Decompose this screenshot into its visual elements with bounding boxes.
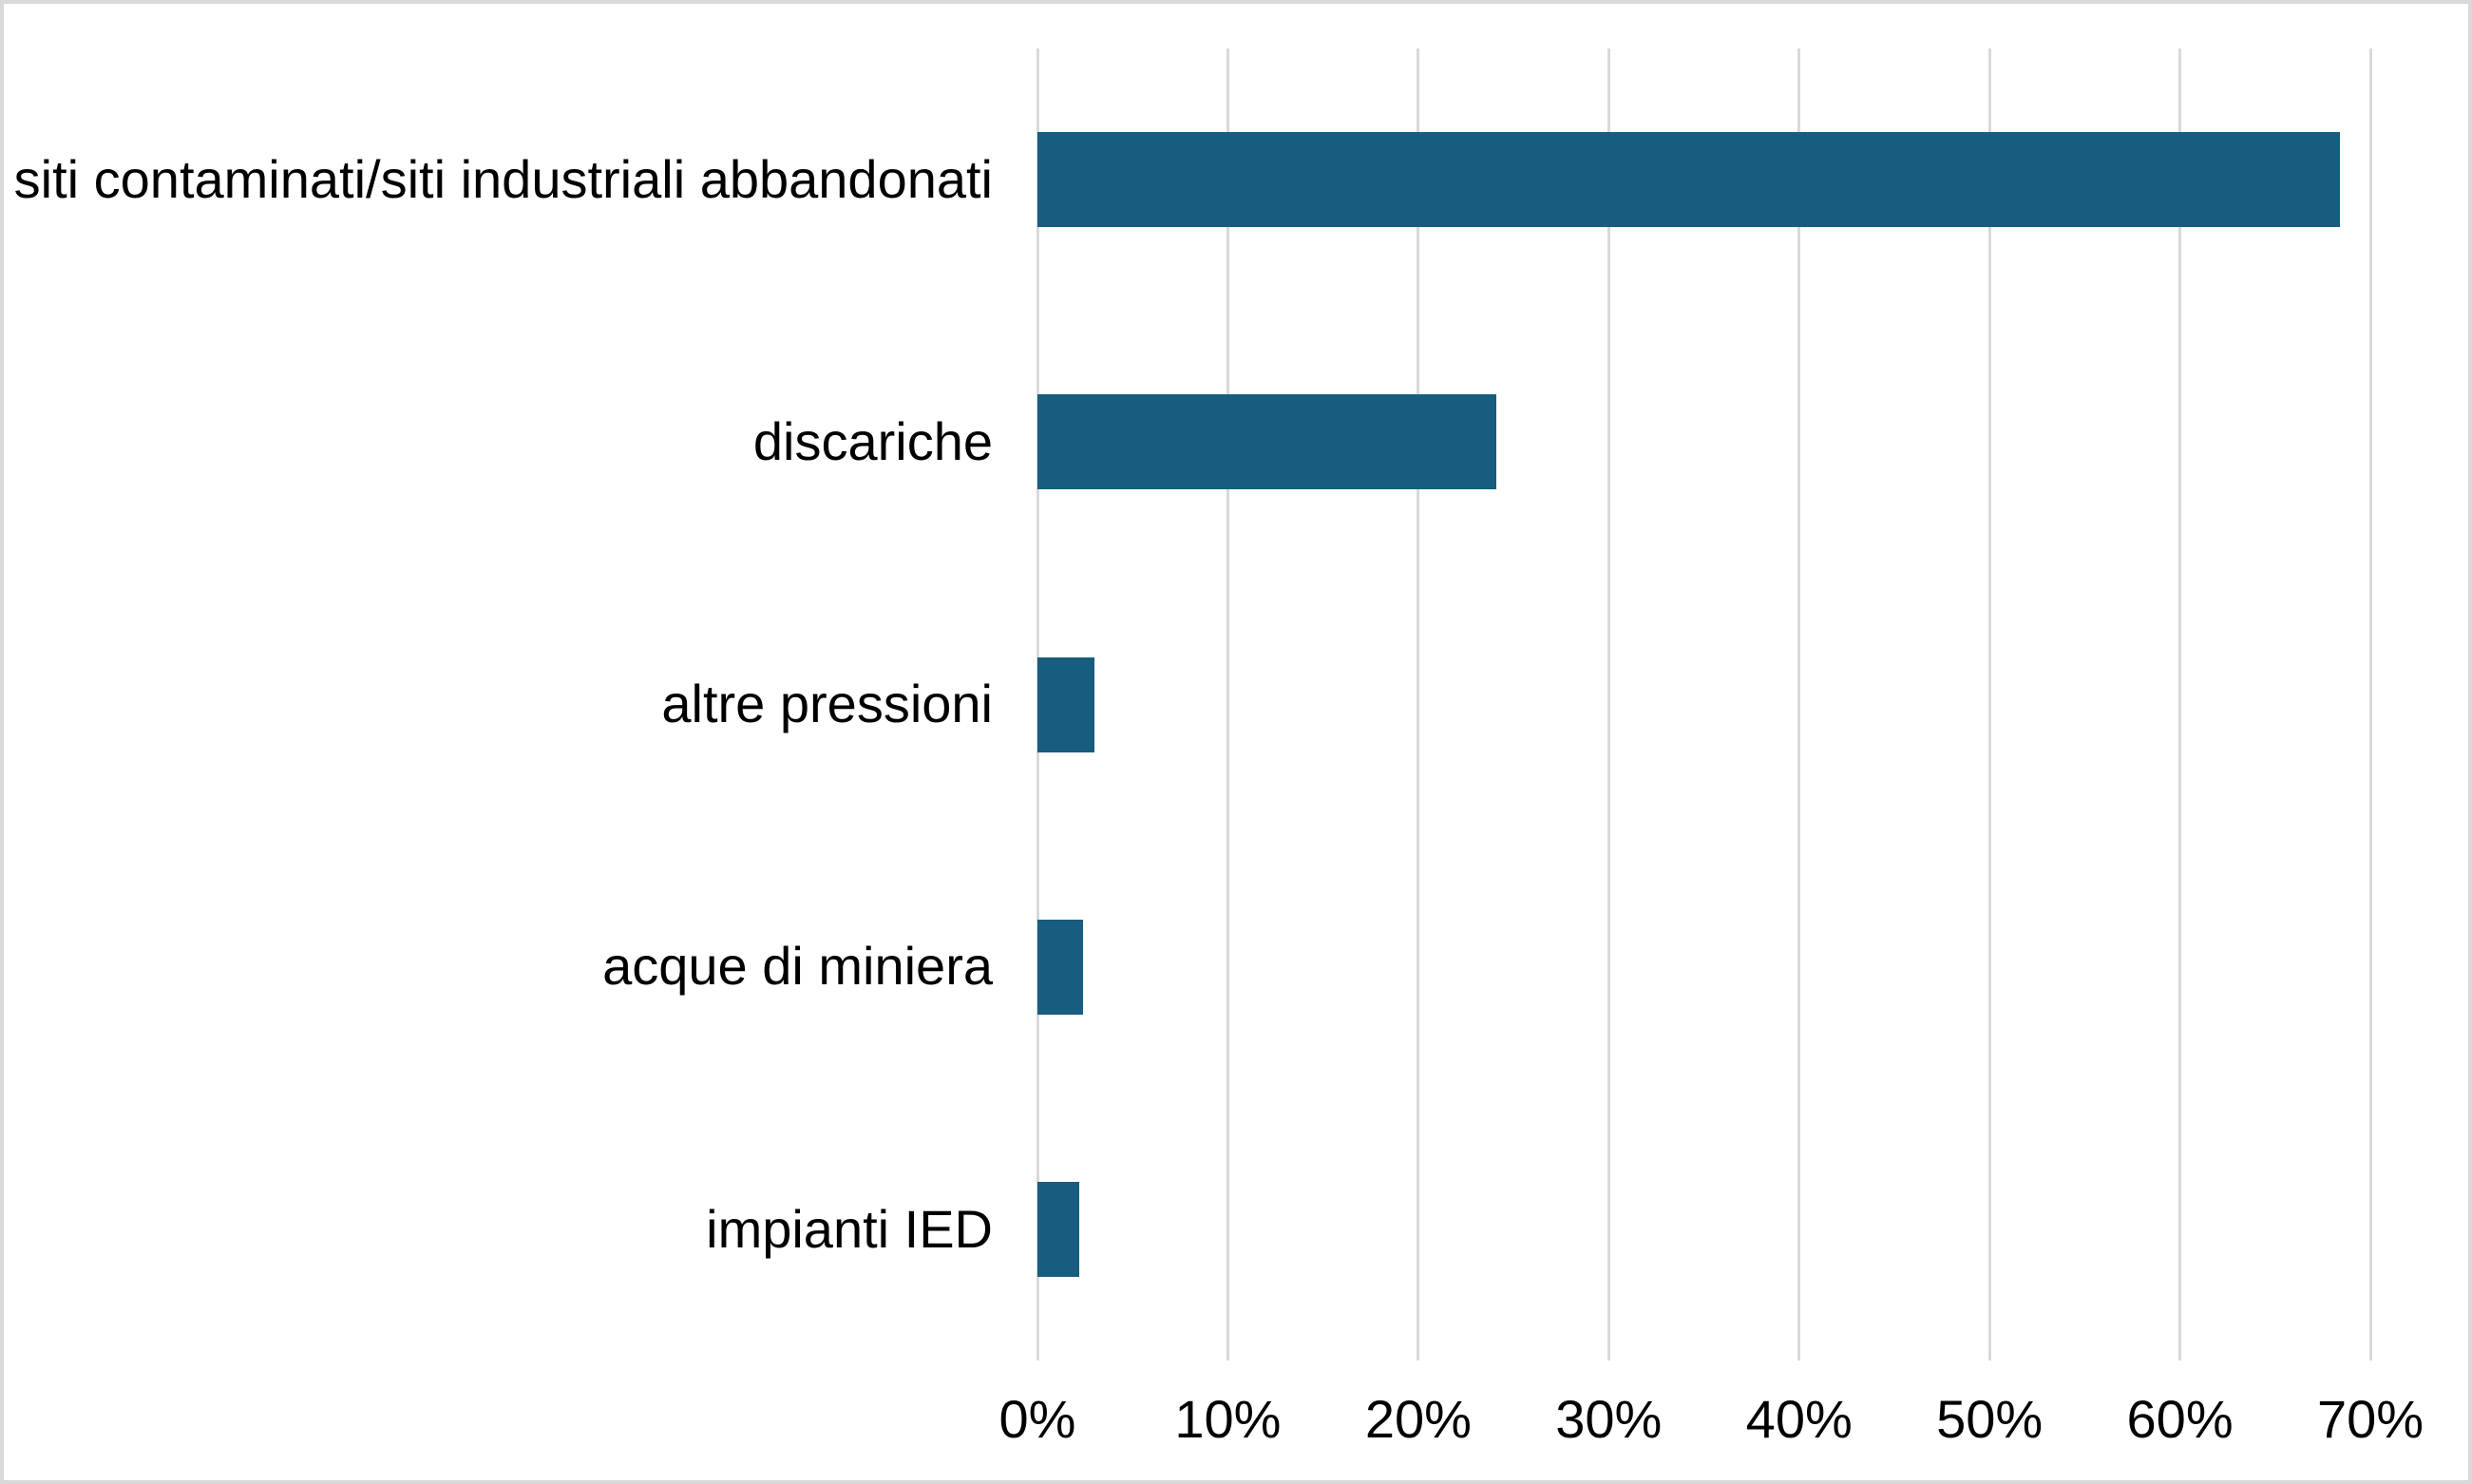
- category-label: acque di miniera: [602, 936, 993, 997]
- bar: [1037, 1181, 1080, 1277]
- x-tick-label: 10%: [1174, 1389, 1282, 1449]
- x-tick-label: 0%: [998, 1389, 1076, 1449]
- x-tick-label: 30%: [1555, 1389, 1663, 1449]
- gridline: [2178, 48, 2182, 1360]
- gridline: [1607, 48, 1610, 1360]
- gridline: [1226, 48, 1229, 1360]
- x-tick-label: 60%: [2126, 1389, 2234, 1449]
- x-tick-label: 70%: [2316, 1389, 2424, 1449]
- bar: [1037, 132, 2340, 228]
- gridline: [1797, 48, 1801, 1360]
- x-tick-label: 50%: [1936, 1389, 2044, 1449]
- bar: [1037, 394, 1497, 490]
- gridline: [1417, 48, 1420, 1360]
- category-label: discariche: [752, 411, 993, 472]
- category-label: siti contaminati/siti industriali abband…: [13, 148, 993, 209]
- x-tick-label: 20%: [1364, 1389, 1472, 1449]
- category-label: altre pressioni: [661, 674, 993, 734]
- gridline: [1987, 48, 1991, 1360]
- bar: [1037, 919, 1084, 1015]
- category-label: impianti IED: [706, 1198, 993, 1259]
- x-tick-label: 40%: [1745, 1389, 1853, 1449]
- bar: [1037, 656, 1095, 752]
- gridline: [2368, 48, 2372, 1360]
